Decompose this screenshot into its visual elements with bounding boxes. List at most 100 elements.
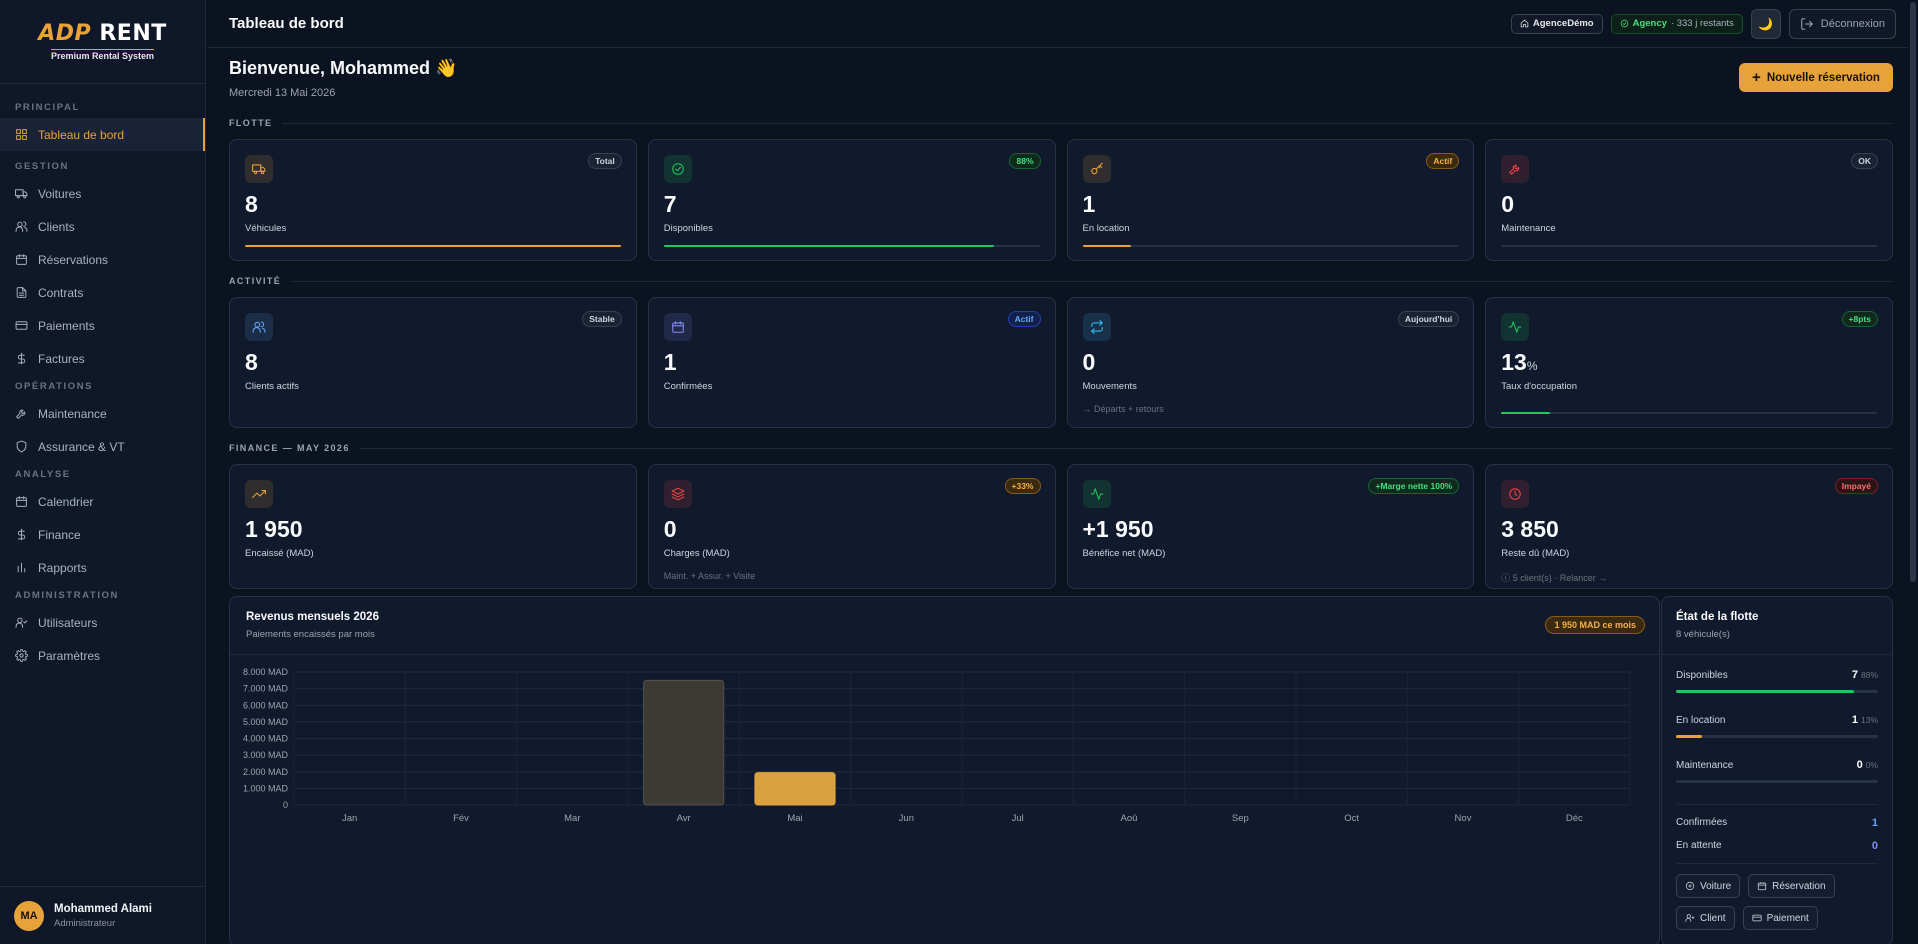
stat-card[interactable]: Actif 1 En location xyxy=(1066,139,1475,261)
sidebar-nav: PRINCIPAL Tableau de bord GESTION Voitures C… xyxy=(0,84,205,672)
sidebar-item-label: Contrats xyxy=(38,285,84,300)
x-tick-label: Nov xyxy=(1455,813,1472,824)
plus-circle-icon xyxy=(1685,881,1695,891)
finance-cards: 1 950 Encaissé (MAD) +33% 0 Charges (MAD) Mai… xyxy=(229,464,1893,589)
quick-add-voiture-button[interactable]: Voiture xyxy=(1676,874,1741,898)
sidebar-item-paiements[interactable]: Paiements xyxy=(0,309,205,342)
stat-badge: 88% xyxy=(1009,153,1041,169)
sidebar-item-finance[interactable]: Finance xyxy=(0,518,205,551)
y-tick-label: 5.000 MAD xyxy=(243,717,289,727)
logout-label: Déconnexion xyxy=(1820,17,1885,30)
stat-badge: +8pts xyxy=(1841,311,1878,327)
new-reservation-button[interactable]: + Nouvelle réservation xyxy=(1739,63,1893,92)
reservation-status-line: Confirmées 1 xyxy=(1662,817,1892,829)
sidebar-item-label: Tableau de bord xyxy=(38,127,125,142)
y-tick-label: 1.000 MAD xyxy=(243,783,289,793)
stat-value: 0 xyxy=(1501,191,1515,217)
stat-subtext: Maint. + Assur. + Visite xyxy=(663,571,756,582)
sidebar-item-contrats[interactable]: Contrats xyxy=(0,276,205,309)
fleet-row-bar xyxy=(1676,735,1878,738)
new-reservation-label: Nouvelle réservation xyxy=(1766,71,1880,84)
stat-card[interactable]: Stable 8 Clients actifs xyxy=(229,297,637,428)
stat-icon-box xyxy=(1082,155,1111,183)
stat-value: 13% xyxy=(1501,349,1538,375)
sidebar-item-utilisateurs[interactable]: Utilisateurs xyxy=(0,606,205,639)
sidebar-item-label: Calendrier xyxy=(38,494,94,509)
sidebar-item-label: Finance xyxy=(38,527,81,542)
fleet-status-row: Maintenance 0 0% xyxy=(1662,759,1892,783)
agency-chip[interactable]: AgenceDémo xyxy=(1510,13,1603,34)
stat-card[interactable]: +8pts 13% Taux d'occupation xyxy=(1485,297,1893,428)
stat-icon-box xyxy=(1501,155,1530,183)
user-profile[interactable]: MA Mohammed Alami Administrateur xyxy=(0,886,206,944)
stat-card[interactable]: Total 8 Véhicules xyxy=(229,139,637,261)
logout-button[interactable]: Déconnexion xyxy=(1788,8,1896,39)
y-tick-label: 6.000 MAD xyxy=(243,700,289,710)
nav-section-label: PRINCIPAL xyxy=(15,101,80,113)
quick-add-paiement-button[interactable]: Paiement xyxy=(1742,906,1818,930)
plus-icon: + xyxy=(1752,69,1761,86)
sidebar-item-clients[interactable]: Clients xyxy=(0,210,205,243)
stat-badge: Actif xyxy=(1426,153,1460,169)
stat-card[interactable]: Impayé 3 850 Reste dû (MAD) ⓘ 5 client(s) ·… xyxy=(1485,464,1893,589)
nav-section-label: OPÉRATIONS xyxy=(15,380,94,392)
section-finance: FINANCE — MAY 2026 xyxy=(229,443,1893,453)
stat-card[interactable]: Aujourd'hui 0 Mouvements → Départs + retour… xyxy=(1066,297,1475,428)
check-circle-icon xyxy=(1620,19,1628,28)
stat-icon-box xyxy=(1082,313,1111,341)
sidebar-item-label: Paramètres xyxy=(38,648,101,663)
logo[interactable]: ADP RENT Premium Rental System xyxy=(0,0,205,84)
stat-label: Reste dû (MAD) xyxy=(1501,548,1570,560)
users-icon xyxy=(252,321,266,333)
stat-card[interactable]: Actif 1 Confirmées xyxy=(647,297,1056,428)
sidebar-item-réservations[interactable]: Réservations xyxy=(0,243,205,276)
stat-label: Maintenance xyxy=(1501,223,1556,235)
credit-card-icon xyxy=(15,321,28,330)
file-icon xyxy=(16,287,27,298)
logo-tagline: Premium Rental System xyxy=(50,48,155,61)
sidebar-item-factures[interactable]: Factures xyxy=(0,342,205,375)
stat-card[interactable]: 88% 7 Disponibles xyxy=(647,139,1056,261)
sidebar-item-paramètres[interactable]: Paramètres xyxy=(0,639,205,672)
stat-card[interactable]: +Marge nette 100% +1 950 Bénéfice net (MAD… xyxy=(1066,464,1475,589)
x-tick-label: Mar xyxy=(564,813,580,824)
quick-add-client-button[interactable]: Client xyxy=(1676,906,1735,930)
fleet-row-pct: 13% xyxy=(1860,715,1878,725)
sidebar-item-rapports[interactable]: Rapports xyxy=(0,551,205,584)
stat-icon-box xyxy=(663,313,692,341)
status-value: 1 xyxy=(1871,817,1878,829)
fleet-row-value: 1 xyxy=(1851,714,1858,726)
stat-card[interactable]: 1 950 Encaissé (MAD) xyxy=(229,464,637,589)
x-tick-label: Fév xyxy=(453,813,469,824)
stat-card[interactable]: +33% 0 Charges (MAD) Maint. + Assur. + Visi… xyxy=(647,464,1056,589)
plan-chip-label: Agency xyxy=(1632,18,1667,29)
sidebar-item-maintenance[interactable]: Maintenance xyxy=(0,397,205,430)
stat-value: 0 xyxy=(1082,349,1096,375)
stat-value: 1 950 xyxy=(245,516,303,542)
y-tick-label: 4.000 MAD xyxy=(243,734,289,744)
y-tick-label: 0 xyxy=(283,800,288,810)
scrollbar[interactable] xyxy=(1908,0,1918,944)
stat-label: Charges (MAD) xyxy=(663,548,730,560)
page-title: Tableau de bord xyxy=(229,15,344,32)
plan-remaining: · 333 j restants xyxy=(1670,18,1734,29)
sidebar-item-voitures[interactable]: Voitures xyxy=(0,177,205,210)
sidebar-item-assurance-vt[interactable]: Assurance & VT xyxy=(0,430,205,463)
calendar-icon xyxy=(671,321,684,333)
dollar-icon xyxy=(17,528,26,541)
activite-cards: Stable 8 Clients actifs Actif 1 Confirmées Auj… xyxy=(229,297,1893,428)
stat-badge: Actif xyxy=(1007,311,1041,327)
stat-subtext: ⓘ 5 client(s) · Relancer → xyxy=(1501,573,1608,584)
stat-value: 0 xyxy=(663,516,677,542)
quick-add-réservation-button[interactable]: Réservation xyxy=(1748,874,1835,898)
topbar: Tableau de bord AgenceDémo Agency · 333 … xyxy=(207,0,1918,48)
stat-badge: Total xyxy=(588,153,622,169)
theme-toggle-moon-icon[interactable]: 🌙 xyxy=(1750,8,1781,39)
stat-card[interactable]: OK 0 Maintenance xyxy=(1485,139,1893,261)
stat-label: Véhicules xyxy=(245,223,287,235)
sidebar-item-label: Rapports xyxy=(38,560,87,575)
plan-chip[interactable]: Agency · 333 j restants xyxy=(1610,13,1743,34)
stat-value: 3 850 xyxy=(1501,516,1559,542)
sidebar-item-tableau-de-bord[interactable]: Tableau de bord xyxy=(0,118,205,151)
sidebar-item-calendrier[interactable]: Calendrier xyxy=(0,485,205,518)
